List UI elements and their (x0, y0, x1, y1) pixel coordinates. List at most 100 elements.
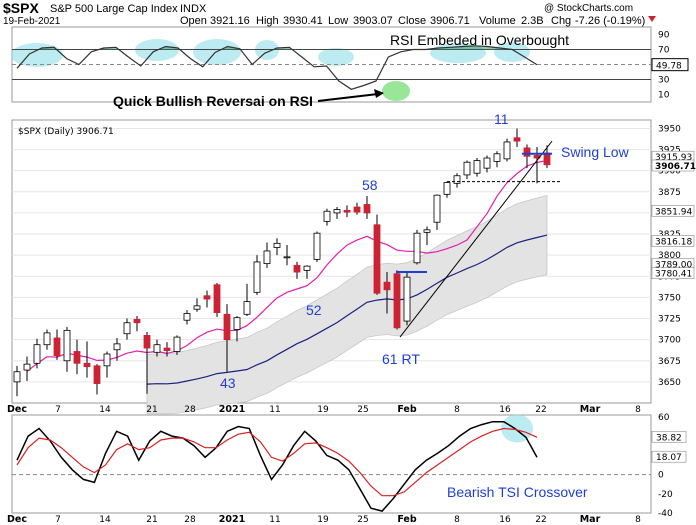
x-axis-label-bottom: 7 (55, 515, 61, 525)
candle-body (233, 317, 241, 330)
price-tick-label: 3675 (658, 357, 681, 367)
candle-body (443, 182, 451, 195)
price-tick-label: 3950 (658, 124, 681, 134)
price-tick-label: 3750 (658, 293, 681, 303)
x-axis-label-bottom: 2021 (219, 514, 245, 525)
rsi-reversal-highlight (382, 81, 410, 101)
x-axis-label: Mar (580, 404, 601, 415)
rsi-annotation-title: RSI Embeded in Overbought (390, 32, 569, 48)
candle-body (493, 153, 501, 162)
candle-body (173, 336, 181, 352)
candle-body (413, 232, 421, 264)
candle-body (353, 206, 361, 213)
price-tag: 3816.18 (655, 237, 692, 247)
ma-slow-line (146, 234, 548, 385)
candle-body (143, 335, 151, 349)
x-axis-label-bottom: 16 (499, 515, 511, 525)
trendline (399, 140, 553, 338)
x-axis-label: 22 (535, 405, 546, 415)
x-axis-label: Dec (7, 404, 27, 415)
date: 19-Feb-2021 (3, 16, 61, 27)
candle-body (213, 284, 221, 314)
candle-body (463, 161, 471, 176)
annotation-43: 43 (220, 375, 236, 391)
candle-body (473, 160, 481, 174)
chg-value: -7.26 (-0.19%) (575, 15, 645, 27)
tsi-crossover-highlight (501, 414, 533, 443)
x-axis-label-bottom: 8 (454, 515, 460, 525)
price-panel-frame (11, 119, 652, 404)
candle-body (133, 318, 141, 324)
rsi-overbought-fill (17, 45, 537, 50)
candle-body (63, 329, 71, 362)
tsi-tick-label: 0 (658, 471, 664, 481)
rsi-tick-label: 70 (658, 46, 670, 56)
exchange: INDX (180, 3, 207, 15)
reversal-arrow-line (317, 93, 379, 102)
low-label: Low (328, 15, 348, 27)
price-band (146, 194, 548, 415)
rsi-line (16, 45, 538, 90)
candle-body (223, 313, 231, 341)
candle-body (383, 281, 391, 291)
high-value: 3930.41 (283, 15, 323, 27)
x-axis-label: 28 (184, 405, 196, 415)
x-axis-label-bottom: 22 (535, 515, 546, 525)
x-axis-label: 8 (454, 405, 460, 415)
candle-body (363, 204, 371, 214)
down-arrow-icon (648, 16, 656, 22)
price-tick-label: 3925 (658, 146, 681, 156)
price-tick-label: 3700 (658, 336, 681, 346)
price-tick-label: 3900 (658, 167, 681, 177)
x-axis-label: 8 (635, 405, 641, 415)
price-tag-box (651, 267, 695, 280)
annotation-swing-low: Swing Low (561, 144, 630, 160)
candle-body (503, 141, 511, 160)
rsi-highlight-0 (11, 43, 63, 67)
close-label: Close (398, 15, 426, 27)
candle-body (453, 175, 461, 184)
candle-body (263, 250, 271, 265)
x-axis-label-bottom: 11 (269, 515, 280, 525)
price-tick-label: 3650 (658, 378, 681, 388)
candle-body (53, 337, 61, 357)
price-legend: $SPX (Daily) 3906.71 (18, 127, 114, 137)
tsi-tick-label: 60 (658, 413, 670, 423)
x-axis-label: 14 (99, 405, 111, 415)
volume-label: Volume (479, 15, 516, 27)
open-label: Open (180, 15, 207, 27)
candle-body (373, 224, 381, 294)
candle-body (183, 313, 191, 321)
candle-body (393, 273, 401, 329)
candle-body (33, 344, 41, 364)
annotation-58: 58 (362, 177, 378, 193)
candle-body (313, 232, 321, 260)
price-tick-label: 3725 (658, 315, 681, 325)
candle-body (83, 362, 91, 368)
rsi-tick-label: 90 (658, 31, 670, 41)
x-axis-label-bottom: 25 (357, 515, 368, 525)
price-tag-box (651, 204, 695, 217)
candle-body (23, 363, 31, 371)
tsi-panel-frame (11, 414, 652, 514)
candle-body (323, 210, 331, 222)
rsi-annotation-reversal: Quick Bullish Reversai on RSI (113, 93, 313, 109)
rsi-last-tag-box (651, 58, 689, 72)
candle-body (193, 305, 201, 310)
annotation-52: 52 (306, 302, 322, 318)
candle-body (163, 347, 171, 352)
candle-body (483, 157, 491, 169)
x-axis-label-bottom: 14 (99, 515, 111, 525)
candle-body (43, 332, 51, 346)
candle-body (123, 322, 131, 335)
candle-body (433, 194, 441, 223)
tsi-tag-box (651, 450, 687, 463)
candle-body (243, 301, 251, 315)
x-axis-label: 21 (146, 405, 157, 415)
brand: @ StockCharts.com (544, 3, 633, 14)
annotation-61-rt: 61 RT (382, 351, 420, 367)
rsi-tick-label: 10 (658, 91, 670, 101)
low-value: 3903.07 (353, 15, 393, 27)
annotation-11: 11 (494, 111, 509, 127)
